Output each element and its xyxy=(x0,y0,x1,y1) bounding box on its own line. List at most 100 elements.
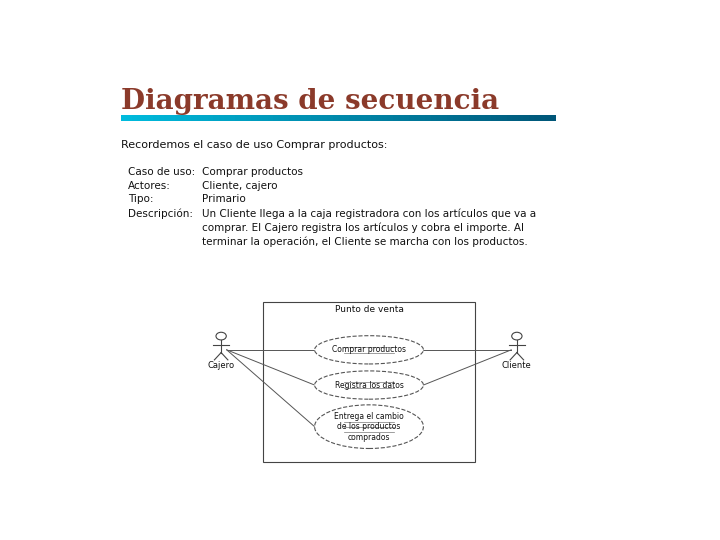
Bar xyxy=(186,114,192,121)
Bar xyxy=(518,114,524,121)
Bar xyxy=(219,114,225,121)
Bar xyxy=(551,114,557,121)
Text: Un Cliente llega a la caja registradora con los artículos que va a
comprar. El C: Un Cliente llega a la caja registradora … xyxy=(202,208,536,247)
Bar xyxy=(273,114,279,121)
Bar xyxy=(143,114,148,121)
Bar xyxy=(181,114,186,121)
Ellipse shape xyxy=(315,405,423,449)
Bar xyxy=(436,114,442,121)
Text: Comprar productos: Comprar productos xyxy=(202,167,302,177)
Bar xyxy=(507,114,513,121)
Text: Caso de uso:: Caso de uso: xyxy=(128,167,195,177)
Bar xyxy=(485,114,491,121)
Bar xyxy=(360,114,366,121)
Bar xyxy=(392,114,399,121)
Bar xyxy=(121,114,127,121)
Bar xyxy=(420,114,426,121)
Bar xyxy=(490,114,497,121)
Bar xyxy=(338,114,344,121)
Bar xyxy=(480,114,486,121)
Bar xyxy=(306,114,312,121)
Bar xyxy=(263,302,475,462)
Bar xyxy=(159,114,165,121)
Bar xyxy=(355,114,361,121)
Bar xyxy=(469,114,475,121)
Ellipse shape xyxy=(315,336,423,364)
Bar xyxy=(262,114,268,121)
Bar xyxy=(279,114,284,121)
Bar xyxy=(409,114,415,121)
Text: Cliente, cajero: Cliente, cajero xyxy=(202,181,277,191)
Bar xyxy=(513,114,518,121)
Bar xyxy=(192,114,197,121)
Bar xyxy=(382,114,388,121)
Bar xyxy=(170,114,176,121)
Bar xyxy=(404,114,410,121)
Bar xyxy=(289,114,295,121)
Bar xyxy=(322,114,328,121)
Bar xyxy=(284,114,290,121)
Text: Cliente: Cliente xyxy=(502,361,532,370)
Bar xyxy=(137,114,143,121)
Bar xyxy=(153,114,159,121)
Bar xyxy=(528,114,535,121)
Text: Recordemos el caso de uso Comprar productos:: Recordemos el caso de uso Comprar produc… xyxy=(121,140,387,150)
Bar xyxy=(349,114,355,121)
Bar xyxy=(294,114,301,121)
Bar xyxy=(343,114,350,121)
Bar xyxy=(175,114,181,121)
Bar xyxy=(224,114,230,121)
Bar xyxy=(523,114,529,121)
Bar xyxy=(447,114,453,121)
Bar xyxy=(300,114,306,121)
Text: Primario: Primario xyxy=(202,194,246,204)
Bar xyxy=(235,114,241,121)
Text: Diagramas de secuencia: Diagramas de secuencia xyxy=(121,87,499,114)
Bar xyxy=(230,114,235,121)
Text: Registra los datos: Registra los datos xyxy=(335,381,403,389)
Bar xyxy=(371,114,377,121)
Bar xyxy=(431,114,437,121)
Bar xyxy=(474,114,480,121)
Bar xyxy=(132,114,138,121)
Bar xyxy=(328,114,333,121)
Bar xyxy=(240,114,246,121)
Bar xyxy=(148,114,154,121)
Bar xyxy=(458,114,464,121)
Bar xyxy=(246,114,252,121)
Bar xyxy=(545,114,551,121)
Text: Comprar productos: Comprar productos xyxy=(332,346,406,354)
Text: Punto de venta: Punto de venta xyxy=(335,305,403,314)
Bar xyxy=(387,114,393,121)
Bar xyxy=(213,114,219,121)
Bar xyxy=(453,114,459,121)
Text: Cajero: Cajero xyxy=(207,361,235,370)
Bar xyxy=(539,114,546,121)
Bar xyxy=(398,114,404,121)
Bar xyxy=(317,114,323,121)
Text: Actores:: Actores: xyxy=(128,181,171,191)
Bar xyxy=(257,114,263,121)
Bar xyxy=(441,114,448,121)
Text: Descripción:: Descripción: xyxy=(128,208,193,219)
Bar xyxy=(502,114,508,121)
Bar xyxy=(366,114,372,121)
Bar xyxy=(311,114,317,121)
Ellipse shape xyxy=(315,371,423,399)
Bar xyxy=(251,114,257,121)
Bar xyxy=(202,114,208,121)
Bar xyxy=(426,114,431,121)
Bar xyxy=(197,114,203,121)
Text: Tipo:: Tipo: xyxy=(128,194,153,204)
Bar xyxy=(333,114,339,121)
Bar xyxy=(268,114,274,121)
Bar xyxy=(415,114,420,121)
Text: Entrega el cambio
de los productos
comprados: Entrega el cambio de los productos compr… xyxy=(334,412,404,442)
Bar xyxy=(464,114,469,121)
Bar xyxy=(496,114,502,121)
Bar xyxy=(377,114,382,121)
Bar xyxy=(126,114,132,121)
Bar xyxy=(164,114,170,121)
Bar xyxy=(534,114,540,121)
Bar xyxy=(208,114,214,121)
